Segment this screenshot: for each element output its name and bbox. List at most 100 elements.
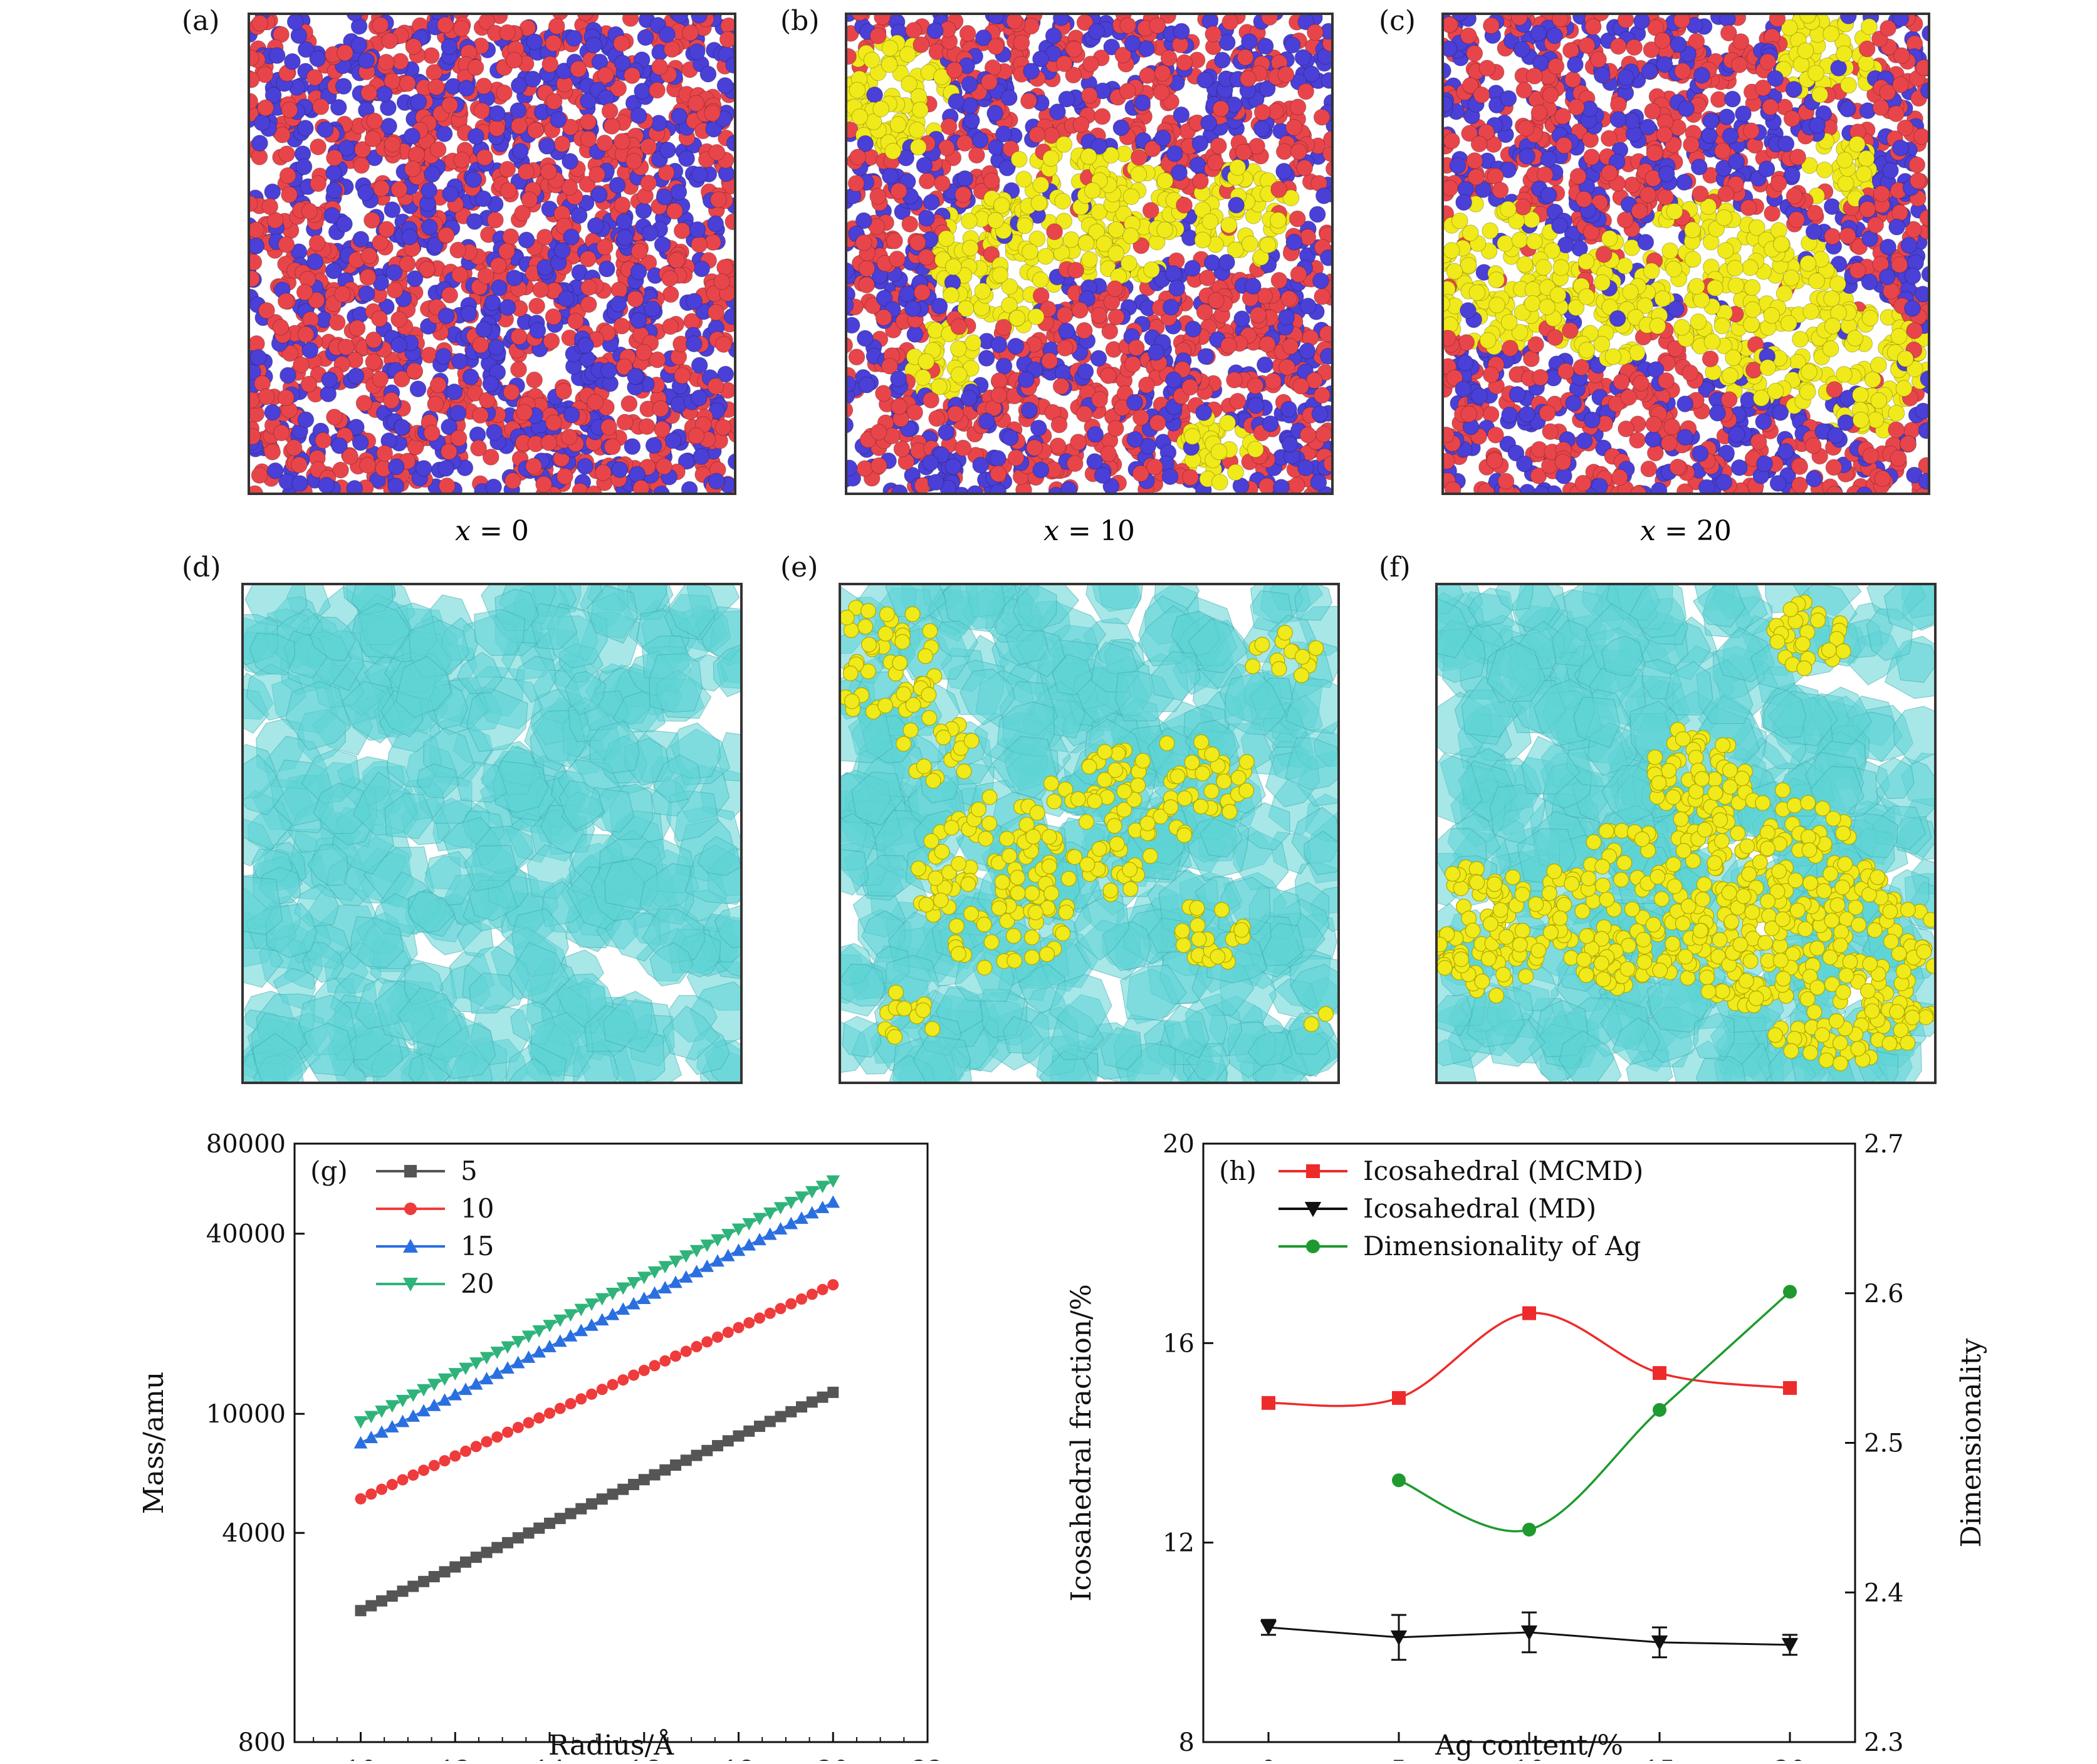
data-point bbox=[553, 1314, 567, 1327]
atoms-group bbox=[847, 15, 1331, 493]
data-point bbox=[815, 1201, 830, 1213]
caption-c: x = 20 bbox=[1640, 515, 1732, 547]
chart-h: 0 5 10 15 20 8 12 16 20 2.3 2.4 2.5 2.6 2.7 Ag content… bbox=[1065, 1130, 1987, 1761]
data-point bbox=[1522, 1306, 1536, 1320]
data-point bbox=[775, 1411, 787, 1422]
data-point bbox=[722, 1435, 734, 1447]
legend-marker bbox=[404, 1203, 417, 1215]
data-point bbox=[365, 1600, 377, 1612]
legend-marker bbox=[403, 1239, 418, 1253]
data-point bbox=[470, 1552, 482, 1563]
data-point bbox=[617, 1483, 629, 1495]
data-point bbox=[544, 1407, 556, 1419]
data-point bbox=[712, 1331, 724, 1343]
legend-marker bbox=[403, 1278, 418, 1292]
data-point bbox=[628, 1478, 640, 1490]
data-point bbox=[385, 1420, 399, 1433]
data-point bbox=[700, 1239, 714, 1252]
data-point bbox=[785, 1406, 797, 1417]
data-point bbox=[647, 1286, 662, 1299]
data-point bbox=[386, 1479, 398, 1491]
data-point bbox=[523, 1527, 535, 1539]
data-point bbox=[595, 1293, 609, 1306]
data-point bbox=[773, 1222, 788, 1235]
legend-label: Icosahedral (MD) bbox=[1363, 1193, 1596, 1224]
x-axis-label: Ag content/% bbox=[1435, 1730, 1623, 1761]
panel-h-label: (h) bbox=[1219, 1156, 1257, 1186]
data-point bbox=[437, 1393, 452, 1406]
data-point bbox=[575, 1503, 587, 1515]
caption-b: x = 10 bbox=[1043, 515, 1135, 547]
data-point bbox=[385, 1400, 399, 1413]
structure-panel-d bbox=[241, 583, 743, 1084]
icosahedra-image-f bbox=[1438, 585, 1934, 1082]
data-point bbox=[353, 1436, 368, 1449]
data-point bbox=[795, 1191, 808, 1204]
data-point bbox=[670, 1350, 682, 1362]
data-point bbox=[1390, 1630, 1408, 1646]
data-point bbox=[1651, 1635, 1668, 1651]
data-point bbox=[733, 1430, 745, 1442]
data-point bbox=[502, 1537, 514, 1548]
data-point bbox=[501, 1341, 515, 1354]
data-point bbox=[417, 1404, 431, 1417]
data-point bbox=[523, 1417, 535, 1429]
legend-label: 10 bbox=[461, 1193, 494, 1224]
data-point bbox=[459, 1382, 473, 1396]
data-point bbox=[637, 1292, 651, 1305]
data-point bbox=[701, 1444, 713, 1456]
data-point bbox=[670, 1459, 682, 1471]
data-point bbox=[469, 1377, 483, 1390]
data-point bbox=[448, 1368, 463, 1380]
data-point bbox=[563, 1328, 578, 1342]
data-point bbox=[386, 1590, 398, 1602]
data-point bbox=[406, 1389, 421, 1402]
data-point bbox=[731, 1223, 746, 1236]
x-tick-label: 12 bbox=[439, 1756, 471, 1761]
data-point bbox=[827, 1279, 839, 1291]
data-point bbox=[427, 1379, 441, 1392]
data-point bbox=[586, 1388, 598, 1400]
x-tick-label: 22 bbox=[912, 1756, 944, 1761]
data-point bbox=[826, 1175, 840, 1188]
data-point bbox=[1520, 1625, 1538, 1641]
data-point bbox=[565, 1508, 577, 1520]
y-tick-label: 800 bbox=[238, 1728, 286, 1757]
data-point bbox=[689, 1245, 704, 1258]
data-point bbox=[1653, 1402, 1666, 1417]
data-point bbox=[355, 1605, 367, 1617]
data-point bbox=[617, 1374, 629, 1386]
data-point bbox=[647, 1266, 662, 1279]
data-point bbox=[439, 1455, 451, 1467]
data-point bbox=[806, 1288, 818, 1300]
panel-g-label: (g) bbox=[310, 1156, 348, 1186]
data-point bbox=[669, 1275, 682, 1288]
data-point bbox=[638, 1364, 650, 1376]
data-point bbox=[733, 1322, 745, 1333]
data-point bbox=[554, 1402, 566, 1414]
data-point bbox=[502, 1426, 514, 1438]
data-point bbox=[395, 1394, 410, 1407]
data-point bbox=[785, 1298, 797, 1310]
legend-marker bbox=[404, 1165, 417, 1177]
data-point bbox=[763, 1207, 777, 1220]
data-point bbox=[460, 1556, 472, 1568]
data-point bbox=[627, 1297, 641, 1310]
data-point bbox=[365, 1488, 377, 1500]
data-point bbox=[417, 1384, 431, 1397]
data-point bbox=[753, 1233, 766, 1246]
data-point bbox=[565, 1398, 577, 1410]
x-tick-label: 20 bbox=[817, 1756, 849, 1761]
y-tick-label: 4000 bbox=[222, 1519, 286, 1548]
structure-panel-a bbox=[248, 13, 736, 495]
y-right-tick-label: 2.5 bbox=[1864, 1429, 1904, 1458]
data-point bbox=[512, 1532, 524, 1544]
data-point bbox=[375, 1405, 389, 1418]
data-point bbox=[459, 1362, 473, 1375]
series-2: Dimensionality of Ag bbox=[1279, 1231, 1797, 1537]
atoms-image-b bbox=[847, 15, 1331, 493]
data-point bbox=[764, 1416, 776, 1427]
data-point bbox=[701, 1336, 713, 1348]
data-point bbox=[826, 1195, 840, 1208]
data-point bbox=[743, 1317, 755, 1328]
